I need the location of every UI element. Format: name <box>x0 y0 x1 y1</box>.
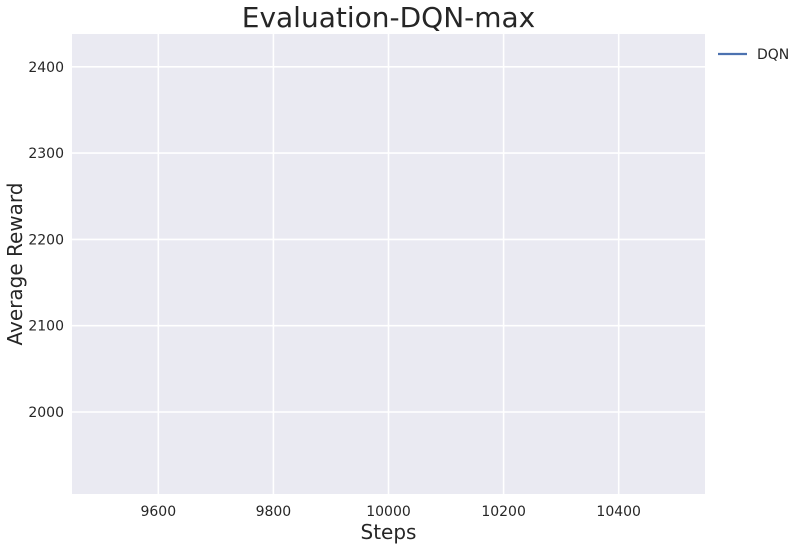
x-axis-label: Steps <box>361 520 417 544</box>
y-tick-label: 2000 <box>28 405 64 421</box>
x-tick-label: 9800 <box>256 504 292 520</box>
x-tick-label: 10400 <box>596 504 641 520</box>
tick-labels: 9600 9800 10000 10200 10400 2000 2100 2200 2300 2… <box>28 60 641 520</box>
y-tick-label: 2100 <box>28 319 64 335</box>
x-tick-label: 10000 <box>366 504 411 520</box>
x-tick-label: 9600 <box>140 504 176 520</box>
x-tick-label: 10200 <box>481 504 526 520</box>
y-tick-label: 2200 <box>28 232 64 248</box>
chart-title: Evaluation-DQN-max <box>242 1 536 34</box>
y-tick-label: 2400 <box>28 60 64 76</box>
y-tick-label: 2300 <box>28 146 64 162</box>
grid-lines <box>72 34 705 494</box>
legend-label-dqn: DQN <box>757 47 789 63</box>
legend: DQN <box>718 47 789 63</box>
y-axis-label: Average Reward <box>3 183 27 346</box>
